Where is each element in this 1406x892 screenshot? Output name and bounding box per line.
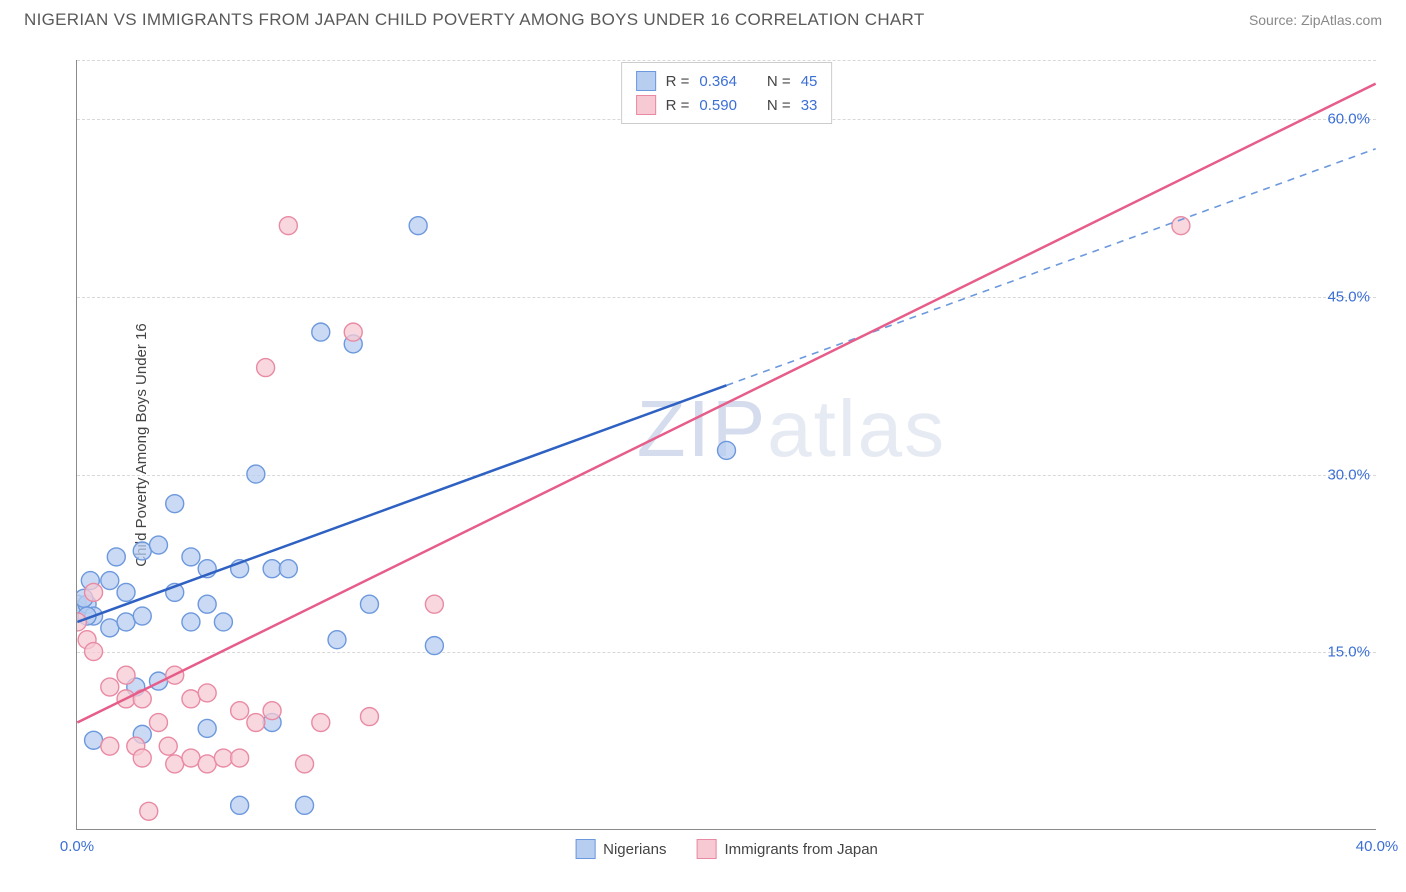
data-point (166, 495, 184, 513)
data-point (150, 714, 168, 732)
R-value-nigerians: 0.364 (699, 73, 737, 90)
data-point (101, 737, 119, 755)
trend-line (77, 84, 1375, 723)
data-point (117, 666, 135, 684)
N-value-nigerians: 45 (801, 73, 818, 90)
legend-label-japan: Immigrants from Japan (724, 841, 877, 858)
data-point (133, 542, 151, 560)
data-point (198, 595, 216, 613)
data-point (198, 755, 216, 773)
R-label: R = (666, 73, 690, 90)
trend-line-dashed (727, 149, 1376, 386)
legend-row-japan: R = 0.590 N = 33 (636, 93, 818, 117)
data-point (231, 796, 249, 814)
data-point (101, 572, 119, 590)
data-point (117, 613, 135, 631)
data-point (182, 749, 200, 767)
N-value-japan: 33 (801, 97, 818, 114)
swatch-japan (636, 95, 656, 115)
R-value-japan: 0.590 (699, 97, 737, 114)
data-point (117, 583, 135, 601)
data-point (425, 595, 443, 613)
legend-correlation: R = 0.364 N = 45 R = 0.590 N = 33 (621, 62, 833, 124)
data-point (344, 323, 362, 341)
R-label: R = (666, 97, 690, 114)
data-point (85, 731, 103, 749)
legend-row-nigerians: R = 0.364 N = 45 (636, 69, 818, 93)
plot-area: ZIPatlas 15.0%30.0%45.0%60.0% R = 0.364 … (76, 60, 1376, 830)
data-point (409, 217, 427, 235)
chart-container: Child Poverty Among Boys Under 16 ZIPatl… (56, 60, 1376, 830)
swatch-japan-b (696, 839, 716, 859)
data-point (247, 714, 265, 732)
data-point (360, 708, 378, 726)
data-point (279, 560, 297, 578)
data-point (101, 619, 119, 637)
N-label: N = (767, 73, 791, 90)
legend-item-japan: Immigrants from Japan (696, 839, 877, 859)
legend-item-nigerians: Nigerians (575, 839, 666, 859)
data-point (140, 802, 158, 820)
data-point (85, 583, 103, 601)
data-point (214, 749, 232, 767)
data-point (425, 637, 443, 655)
data-point (182, 613, 200, 631)
data-point (85, 643, 103, 661)
swatch-nigerians-b (575, 839, 595, 859)
legend-label-nigerians: Nigerians (603, 841, 666, 858)
data-point (247, 465, 265, 483)
data-point (231, 749, 249, 767)
data-point (296, 796, 314, 814)
data-point (159, 737, 177, 755)
data-point (312, 323, 330, 341)
swatch-nigerians (636, 71, 656, 91)
source-label: Source: ZipAtlas.com (1249, 12, 1382, 28)
data-point (279, 217, 297, 235)
data-point (328, 631, 346, 649)
data-point (198, 684, 216, 702)
scatter-plot-svg (77, 60, 1376, 829)
data-point (296, 755, 314, 773)
N-label: N = (767, 97, 791, 114)
data-point (133, 749, 151, 767)
data-point (360, 595, 378, 613)
data-point (718, 441, 736, 459)
data-point (150, 536, 168, 554)
data-point (133, 607, 151, 625)
x-tick-label: 0.0% (60, 838, 94, 855)
data-point (214, 613, 232, 631)
data-point (312, 714, 330, 732)
chart-title: NIGERIAN VS IMMIGRANTS FROM JAPAN CHILD … (24, 10, 925, 30)
data-point (257, 359, 275, 377)
data-point (263, 560, 281, 578)
data-point (101, 678, 119, 696)
data-point (166, 755, 184, 773)
data-point (150, 672, 168, 690)
data-point (107, 548, 125, 566)
header: NIGERIAN VS IMMIGRANTS FROM JAPAN CHILD … (0, 0, 1406, 34)
legend-series: Nigerians Immigrants from Japan (575, 839, 878, 859)
data-point (182, 548, 200, 566)
data-point (198, 719, 216, 737)
data-point (231, 702, 249, 720)
x-tick-label: 40.0% (1356, 838, 1399, 855)
data-point (182, 690, 200, 708)
data-point (263, 702, 281, 720)
